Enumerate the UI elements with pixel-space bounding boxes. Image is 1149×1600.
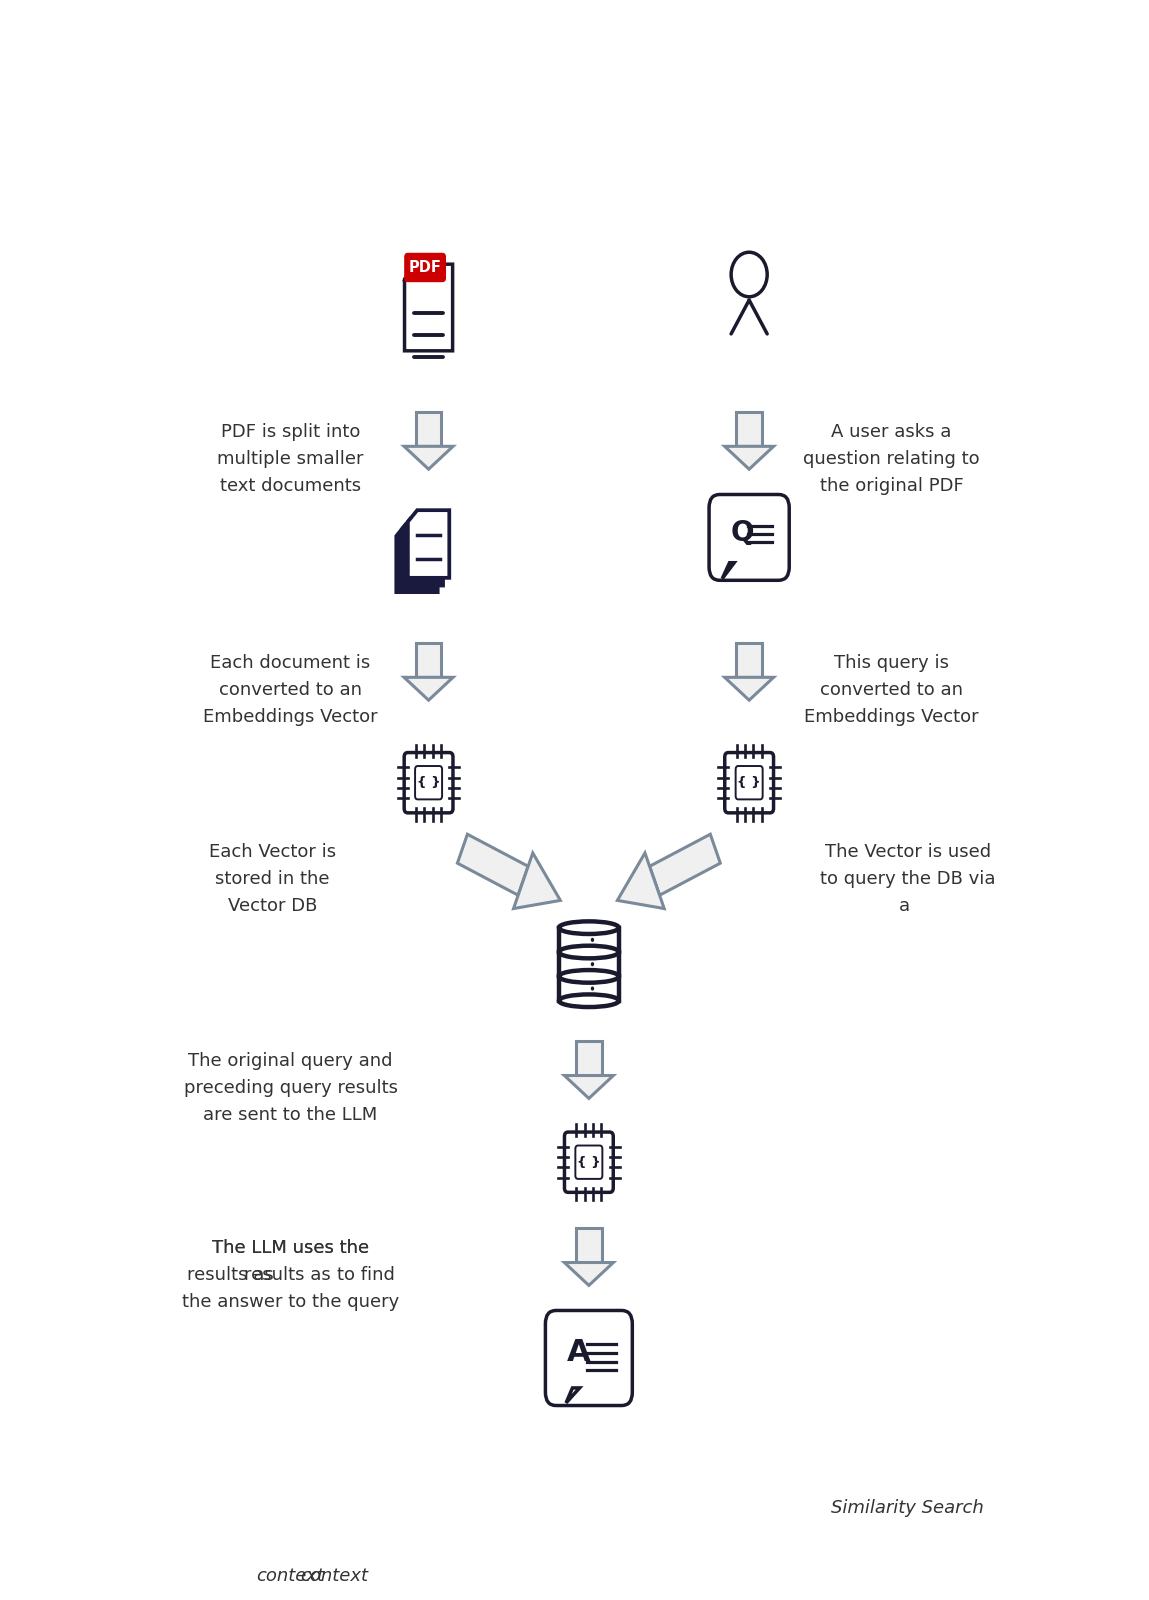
Ellipse shape <box>558 970 619 982</box>
Text: A: A <box>568 1338 591 1368</box>
FancyBboxPatch shape <box>546 1310 632 1405</box>
Polygon shape <box>649 834 720 896</box>
Text: context: context <box>256 1566 324 1586</box>
Polygon shape <box>416 643 441 677</box>
Polygon shape <box>457 834 529 896</box>
Polygon shape <box>514 853 561 909</box>
Text: The LLM uses the
results as: The LLM uses the results as <box>213 1238 369 1285</box>
Text: The LLM uses the
results as           to find
the answer to the query: The LLM uses the results as to find the … <box>182 1238 399 1312</box>
FancyBboxPatch shape <box>404 253 446 282</box>
Polygon shape <box>404 264 453 350</box>
Ellipse shape <box>558 995 619 1006</box>
Text: The original query and
preceding query results
are sent to the LLM: The original query and preceding query r… <box>184 1053 398 1125</box>
Polygon shape <box>576 1042 602 1075</box>
Circle shape <box>591 987 594 990</box>
Polygon shape <box>404 446 453 469</box>
Text: Similarity Search: Similarity Search <box>831 1499 984 1517</box>
Polygon shape <box>617 853 664 909</box>
Text: PDF: PDF <box>409 259 441 275</box>
FancyBboxPatch shape <box>404 752 453 813</box>
FancyBboxPatch shape <box>564 1133 614 1192</box>
Text: The Vector is used
to query the DB via
a: The Vector is used to query the DB via a <box>820 843 995 915</box>
Ellipse shape <box>558 946 619 958</box>
Polygon shape <box>725 677 773 701</box>
Text: context: context <box>300 1566 368 1586</box>
Text: { }: { } <box>577 1155 601 1168</box>
Polygon shape <box>396 525 438 592</box>
Polygon shape <box>723 563 734 579</box>
Text: { }: { } <box>417 776 440 789</box>
Text: Each document is
converted to an
Embeddings Vector: Each document is converted to an Embeddi… <box>203 654 378 726</box>
Ellipse shape <box>558 922 619 934</box>
Polygon shape <box>564 1262 614 1285</box>
Text: { }: { } <box>738 776 761 789</box>
Polygon shape <box>402 518 444 586</box>
Circle shape <box>591 938 594 942</box>
Polygon shape <box>564 1075 614 1098</box>
Text: Q: Q <box>731 520 754 547</box>
Polygon shape <box>408 510 449 578</box>
Polygon shape <box>737 643 762 677</box>
FancyBboxPatch shape <box>725 752 773 813</box>
FancyBboxPatch shape <box>709 494 789 581</box>
Text: This query is
converted to an
Embeddings Vector: This query is converted to an Embeddings… <box>804 654 979 726</box>
Polygon shape <box>416 411 441 446</box>
Polygon shape <box>566 1387 579 1403</box>
Text: Each Vector is
stored in the
Vector DB: Each Vector is stored in the Vector DB <box>209 843 337 915</box>
Circle shape <box>591 962 594 966</box>
Polygon shape <box>404 264 417 278</box>
Polygon shape <box>404 677 453 701</box>
Polygon shape <box>737 411 762 446</box>
Text: PDF is split into
multiple smaller
text documents: PDF is split into multiple smaller text … <box>217 422 364 496</box>
Polygon shape <box>576 1229 602 1262</box>
Polygon shape <box>725 446 773 469</box>
Text: A user asks a
question relating to
the original PDF: A user asks a question relating to the o… <box>803 422 980 496</box>
